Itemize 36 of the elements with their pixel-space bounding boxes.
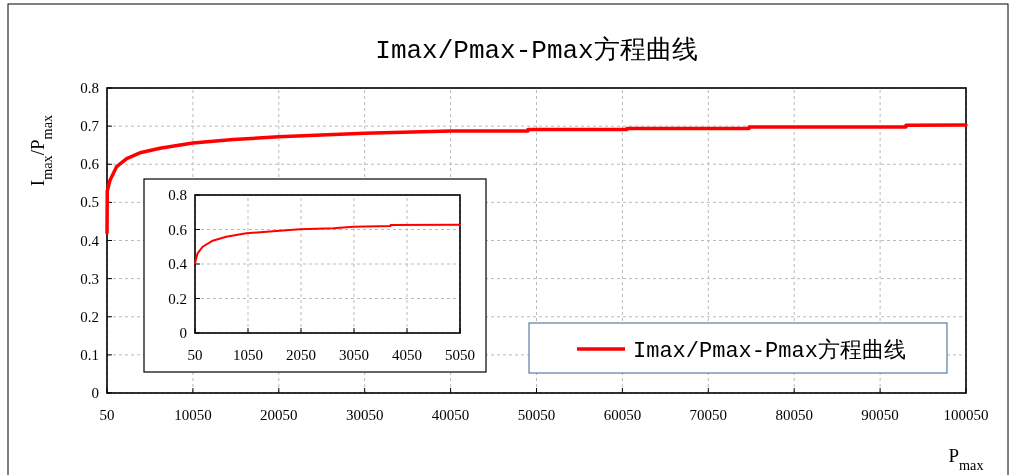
y-tick-label: 0 [179, 325, 187, 341]
y-tick-label: 0.1 [80, 346, 99, 363]
y-tick-label: 0.3 [80, 270, 99, 287]
x-tick-label: 1050 [233, 347, 263, 363]
x-tick-label: 2050 [286, 347, 316, 363]
x-tick-label: 3050 [339, 347, 369, 363]
line-series [105, 123, 968, 235]
y-tick-label: 0.8 [168, 187, 187, 203]
x-tick-label: 70050 [689, 407, 728, 423]
x-tick-label: 20050 [260, 407, 298, 423]
x-tick-label: 80050 [775, 407, 813, 423]
x-tick-label: 50 [99, 407, 115, 423]
x-tick-label: 4050 [392, 347, 422, 363]
y-tick-label: 0.4 [80, 232, 100, 249]
y-tick-label: 0.2 [80, 308, 99, 325]
y-tick-label: 0.4 [168, 256, 188, 272]
x-tick-label: 10050 [174, 407, 212, 423]
y-tick-label: 0.6 [80, 156, 100, 173]
y-tick-label: 0.7 [80, 118, 100, 135]
chart-title: Imax/Pmax-Pmax方程曲线 [375, 35, 698, 66]
x-tick-label: 90050 [861, 407, 899, 423]
y-tick-label: 0.6 [168, 221, 188, 238]
legend-label: Imax/Pmax-Pmax方程曲线 [633, 338, 906, 364]
x-tick-label: 50050 [517, 407, 556, 423]
y-tick-label: 0 [91, 385, 99, 401]
x-tick-label: 50 [187, 347, 203, 363]
x-tick-label: 40050 [431, 407, 470, 423]
y-tick-label: 0.5 [80, 194, 99, 211]
x-tick-label: 60050 [603, 407, 642, 423]
x-tick-label: 5050 [445, 347, 475, 363]
x-axis-title: P$_{max}$ [948, 445, 984, 473]
line-series [194, 223, 461, 265]
x-tick-label: 100050 [943, 407, 989, 423]
y-tick-label: 0.8 [80, 80, 99, 96]
x-tick-label: 30050 [345, 407, 384, 423]
y-tick-label: 0.2 [168, 290, 187, 307]
